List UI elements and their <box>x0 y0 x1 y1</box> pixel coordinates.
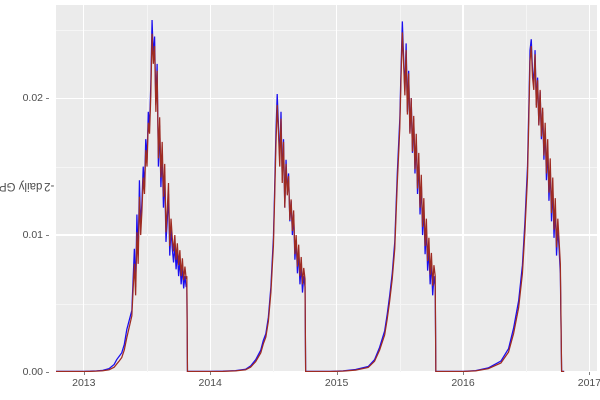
gridline-minor-horizontal <box>56 29 597 31</box>
x-axis-tick-label: 2016 <box>451 377 475 389</box>
x-axis-tick-mark <box>589 372 591 375</box>
x-axis-tick-label: 2013 <box>72 377 96 389</box>
y-axis-tick-mark <box>46 372 49 373</box>
y-axis-tick-label: 0.02 <box>22 92 43 105</box>
gridline-minor-horizontal <box>56 303 597 305</box>
gridline-major-vertical <box>83 5 85 372</box>
series-line-series_1 <box>56 20 564 371</box>
series-line-series_2 <box>56 32 564 371</box>
y-axis-tick-label: 0.01 <box>22 229 43 242</box>
y-axis-tick-label: 0.00 <box>22 366 43 378</box>
gridline-major-vertical <box>336 5 338 372</box>
y-axis-tick-mark <box>46 235 49 237</box>
series-layer <box>56 5 597 372</box>
x-axis-tick-mark <box>336 372 338 375</box>
gridline-minor-vertical <box>147 5 148 372</box>
gridline-major-horizontal <box>56 234 597 236</box>
x-axis-tick-label: 2015 <box>324 377 349 389</box>
x-axis-tick-label: 2017 <box>577 377 600 389</box>
gridline-major-horizontal <box>56 97 597 99</box>
y-axis-tick-labels: 0.00 0.01 0.02 <box>0 0 49 378</box>
x-axis-tick-mark <box>83 372 85 375</box>
gridline-major-vertical <box>209 5 211 372</box>
plot-panel <box>56 5 597 372</box>
x-axis-tick-label: 2014 <box>198 377 222 389</box>
gridline-minor-vertical <box>273 5 275 372</box>
y-axis-tick-mark <box>46 98 49 100</box>
x-axis-tick-mark <box>210 372 212 375</box>
x-axis-tick-mark <box>463 372 464 375</box>
gridline-major-vertical <box>462 5 464 372</box>
gridline-minor-horizontal <box>56 166 597 168</box>
x-axis: 2013 2014 2015 2016 2017 <box>56 372 600 400</box>
gridline-minor-vertical <box>399 5 401 372</box>
gridline-major-vertical <box>588 5 590 372</box>
